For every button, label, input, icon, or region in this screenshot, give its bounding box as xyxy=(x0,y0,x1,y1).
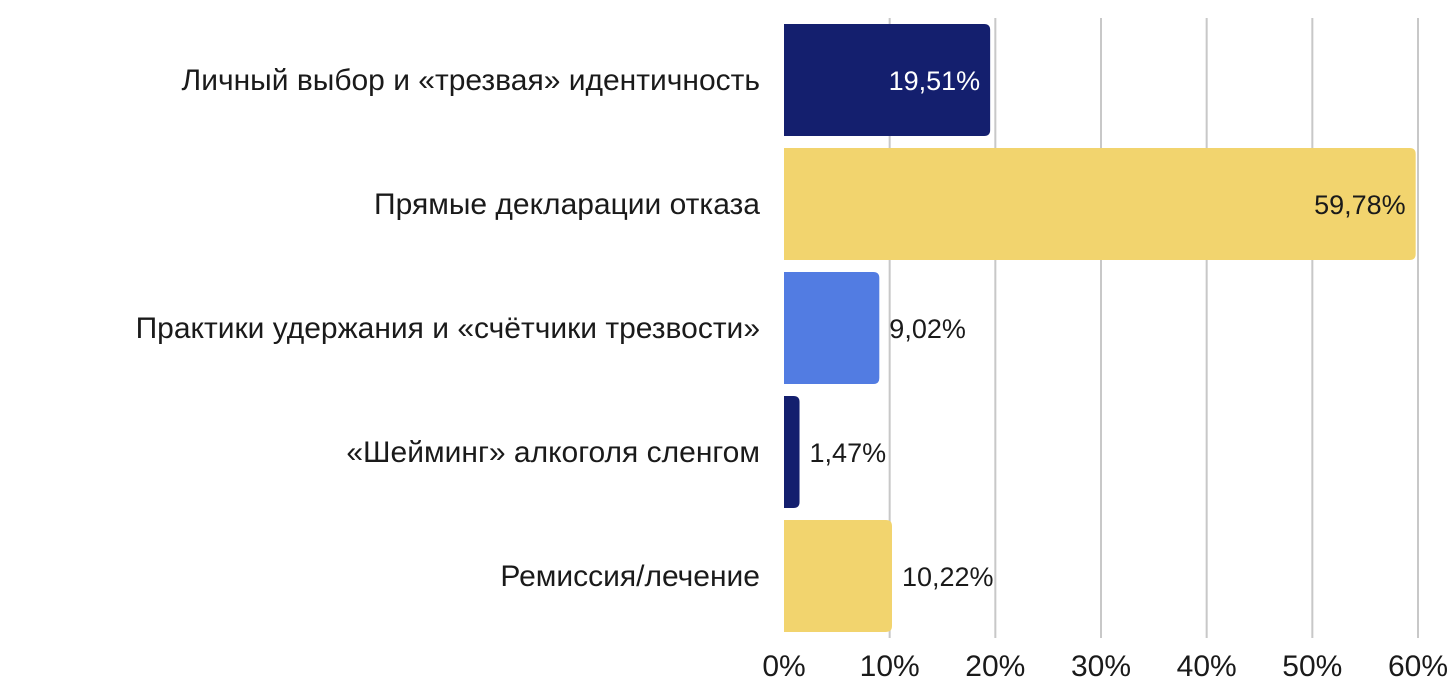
value-label: 59,78% xyxy=(1314,190,1406,220)
bars xyxy=(784,24,1416,632)
category-label: Практики удержания и «счётчики трезвости… xyxy=(136,312,760,345)
value-label: 10,22% xyxy=(902,562,994,592)
category-label: Личный выбор и «трезвая» идентичность xyxy=(182,64,760,97)
x-tick-label: 0% xyxy=(762,650,805,682)
value-label: 19,51% xyxy=(889,66,981,96)
category-labels: Личный выбор и «трезвая» идентичность Пря… xyxy=(136,64,761,593)
x-tick-label: 60% xyxy=(1388,650,1448,682)
bar xyxy=(784,272,880,384)
bar xyxy=(784,396,800,508)
category-label: Прямые декларации отказа xyxy=(374,188,760,221)
value-labels: 19,51% 59,78% 9,02% 1,47% 10,22% xyxy=(810,66,1406,592)
x-tick-label: 10% xyxy=(860,650,920,682)
x-tick-label: 20% xyxy=(965,650,1025,682)
category-label: Ремиссия/лечение xyxy=(500,560,760,593)
value-label: 1,47% xyxy=(810,438,887,468)
bar xyxy=(784,24,991,136)
bar xyxy=(784,520,892,632)
category-label: «Шейминг» алкоголя сленгом xyxy=(346,436,760,469)
x-tick-label: 50% xyxy=(1282,650,1342,682)
x-tick-label: 30% xyxy=(1071,650,1131,682)
bar xyxy=(784,148,1416,260)
x-tick-label: 40% xyxy=(1177,650,1237,682)
x-tick-labels: 0% 10% 20% 30% 40% 50% 60% xyxy=(762,650,1448,682)
value-label: 9,02% xyxy=(889,314,966,344)
